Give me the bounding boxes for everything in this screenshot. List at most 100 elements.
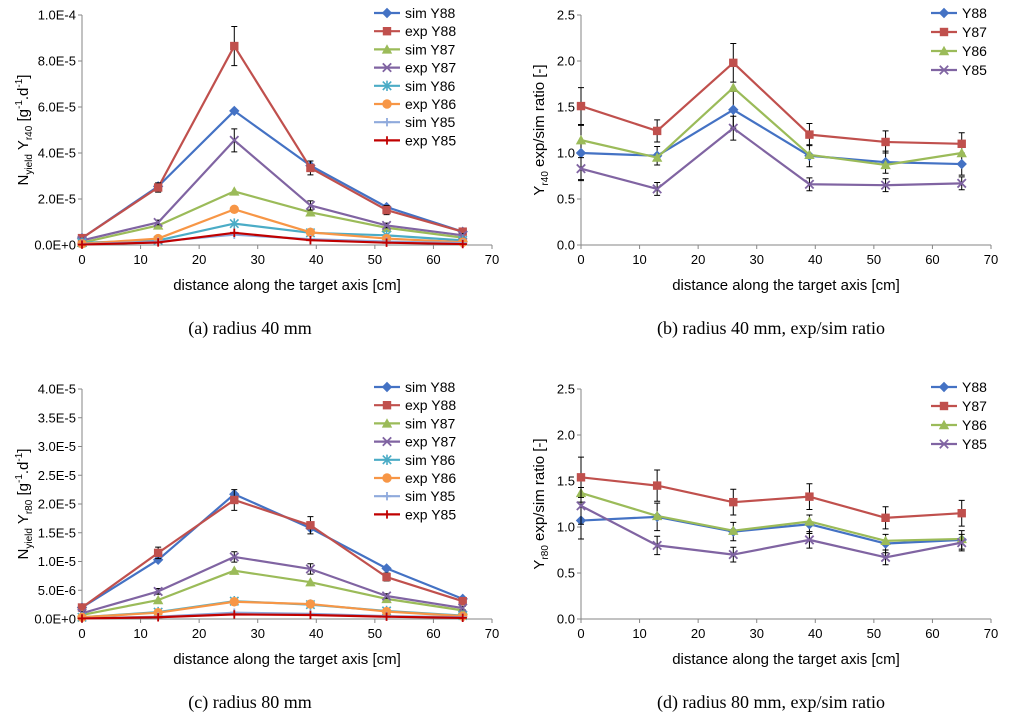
x-tick-label: 50 [368,252,382,267]
legend-label: exp Y87 [405,434,456,450]
legend-marker [382,136,392,145]
series-y85 [576,115,967,196]
legend-item-y85: Y85 [931,436,987,452]
data-point [381,591,392,601]
legend-marker [382,510,392,519]
legend-label: Y86 [962,43,987,59]
x-axis-label: distance along the target axis [cm] [672,651,900,668]
data-point [576,101,586,111]
y-tick-label: 1.0E-5 [38,554,76,569]
series-line [81,555,463,615]
legend-marker [939,27,949,37]
legend-label: sim Y87 [405,41,456,57]
data-point [230,41,239,51]
legend-marker [382,118,392,127]
series-line [81,493,464,609]
legend-label: exp Y88 [405,23,456,39]
legend-label: sim Y87 [405,415,456,431]
legend-label: Y85 [962,436,987,452]
data-point [306,163,315,173]
x-tick-label: 10 [632,626,646,641]
data-point [305,207,316,217]
data-point [382,612,391,621]
data-point [880,535,891,545]
data-point [305,227,316,238]
legend-item-y86: Y86 [931,43,987,59]
y-tick-label: 2.5 [557,382,575,397]
data-point [381,563,392,574]
x-tick-label: 50 [867,626,881,641]
data-point [230,228,239,238]
y-tick-label: 1.0 [557,520,575,535]
series-y87 [576,43,966,156]
data-point [880,159,891,170]
series-exp-y87 [77,551,468,619]
legend-marker [382,454,392,465]
legend-marker [381,418,393,428]
legend-item-exp-y88: exp Y88 [374,23,456,39]
data-point [576,163,586,174]
y-tick-label: 3.0E-5 [38,439,76,454]
series-line [580,127,962,190]
data-point [305,577,316,587]
x-tick-label: 30 [250,626,264,641]
series-line [81,44,464,240]
data-point [804,535,815,545]
data-point [880,180,891,191]
legend-marker [938,7,950,19]
data-point [804,516,815,526]
y-tick-label: 0.5 [557,192,575,207]
series-line [580,515,962,545]
data-point [729,497,738,507]
legend-label: exp Y87 [405,60,456,76]
data-point [957,509,966,518]
data-point [652,126,662,136]
legend-label: sim Y88 [405,379,456,395]
legend-item-exp-y87: exp Y87 [374,434,456,450]
y-tick-label: 0.5 [557,566,575,581]
x-tick-label: 70 [984,252,998,267]
legend-item-sim-y85: sim Y85 [374,488,456,504]
data-point [880,552,891,563]
series-line [81,208,463,245]
data-point [652,540,662,551]
legend-label: sim Y86 [405,452,456,468]
series-exp-y88 [77,489,467,612]
data-point [153,217,163,228]
legend-marker [939,401,949,411]
legend-marker [382,401,392,410]
x-tick-label: 30 [749,626,763,641]
x-tick-label: 30 [250,252,264,267]
data-point [458,596,467,606]
data-point [77,614,87,623]
data-point [956,537,967,548]
x-tick-label: 0 [577,252,584,267]
data-point [729,58,738,68]
legend-item-exp-y85: exp Y85 [374,506,456,522]
series-y88 [575,90,967,182]
x-tick-label: 70 [485,252,499,267]
x-tick-label: 40 [808,252,822,267]
data-point [306,610,315,620]
chart-a: 0.0E+0 2.0E-5 4.0E-5 6.0E-5 8.0E-5 1.0E-4 0 10 2… [14,5,499,294]
data-point [576,473,586,482]
y-tick-label: 6.0E-5 [38,100,76,115]
data-point [458,227,467,236]
y-tick-label: 0.0E+0 [34,612,76,627]
series-line [81,190,463,244]
x-tick-label: 60 [925,626,939,641]
series-line [580,86,962,167]
series-line [81,498,464,609]
legend-label: exp Y85 [405,132,456,148]
y-tick-label: 1.0 [557,146,575,161]
legend-item-sim-y87: sim Y87 [374,415,456,431]
data-point [728,525,739,535]
data-point [229,565,240,575]
legend-item-y88: Y88 [931,379,987,395]
data-point [229,597,239,607]
legend-marker [382,62,392,73]
series-y86 [575,82,967,170]
series-line [81,613,463,620]
legend-label: exp Y88 [405,397,456,413]
data-point [652,481,662,490]
